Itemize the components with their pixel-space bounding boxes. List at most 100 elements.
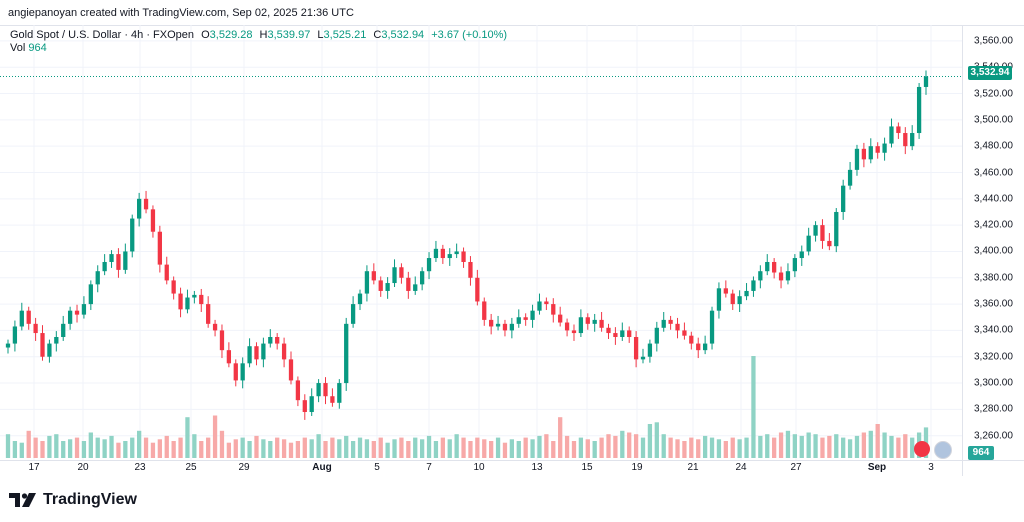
volume-bar — [551, 441, 556, 458]
volume-bar — [344, 435, 349, 458]
volume-bar — [40, 441, 45, 458]
volume-bar — [364, 439, 370, 458]
price-axis-label: 3,400.00 — [974, 245, 1013, 257]
volume-bar — [12, 441, 18, 458]
candle-body — [164, 264, 169, 281]
candle-body — [585, 317, 590, 324]
volume-bar — [178, 437, 183, 458]
candle-body — [599, 319, 604, 328]
candle-body — [399, 267, 404, 278]
volume-bar — [5, 434, 11, 458]
price-axis-label: 3,440.00 — [974, 193, 1013, 205]
candle-body — [150, 209, 156, 232]
candle-body — [620, 330, 625, 337]
economic-event-icon[interactable] — [914, 441, 930, 457]
time-axis-label: 20 — [77, 462, 89, 473]
volume-bar — [447, 439, 452, 458]
candle-body — [81, 304, 87, 315]
price-chart[interactable] — [0, 25, 962, 460]
candle-body — [330, 396, 335, 403]
candle-body — [468, 261, 473, 278]
price-axis-label: 3,520.00 — [974, 88, 1013, 100]
candle-body — [178, 293, 183, 310]
candle-body — [606, 327, 611, 334]
candle-body — [40, 333, 45, 357]
volume-bar — [785, 430, 791, 458]
volume-bar — [426, 435, 432, 458]
time-axis-label: 15 — [581, 462, 593, 473]
logo-text: TradingView — [43, 491, 137, 508]
volume-bar — [19, 442, 24, 458]
candle-body — [413, 284, 418, 291]
volume-bar — [419, 439, 425, 458]
time-axis[interactable]: 17 20 23 25 29 Aug 5 7 10 13 15 19 21 24 27 Sep 3 — [0, 460, 962, 476]
price-axis-label: 3,500.00 — [974, 114, 1013, 126]
high-value: 3,539.97 — [267, 29, 311, 41]
volume-bar — [489, 441, 494, 458]
volume-bar — [696, 439, 701, 458]
candle-body — [206, 304, 211, 324]
volume-bar — [95, 437, 100, 458]
volume-bar — [413, 437, 418, 458]
volume-bar — [385, 442, 390, 458]
candle-body — [716, 288, 722, 311]
candle-body — [923, 76, 929, 87]
change-value: +3.67 (+0.10%) — [431, 29, 508, 41]
time-axis-label: 3 — [928, 462, 934, 473]
candle-body — [889, 126, 894, 144]
volume-bar — [620, 430, 625, 458]
candle-body — [433, 248, 439, 259]
candle-body — [212, 323, 218, 331]
price-axis[interactable]: 3,560.003,540.003,520.003,500.003,480.00… — [962, 25, 1024, 460]
volume-bar — [350, 441, 356, 458]
volume-bar — [827, 435, 832, 458]
candle-body — [778, 272, 784, 281]
candle-body — [654, 327, 659, 344]
volume-bar — [502, 442, 508, 458]
candle-body — [682, 330, 687, 336]
volume-bar — [54, 434, 59, 458]
price-axis-label: 3,460.00 — [974, 167, 1013, 178]
price-axis-label: 3,480.00 — [974, 140, 1013, 152]
volume-bar — [192, 434, 197, 458]
candle-body — [344, 323, 349, 384]
candle-body — [364, 271, 370, 294]
candle-body — [516, 317, 521, 324]
time-axis-label: 24 — [735, 462, 747, 473]
volume-bar — [482, 439, 487, 458]
us-flag-icon[interactable] — [934, 441, 952, 459]
volume-bar — [33, 437, 38, 458]
volume-bar — [495, 437, 501, 458]
volume-bar — [109, 435, 114, 458]
price-axis-label: 3,300.00 — [974, 377, 1013, 389]
candle-body — [247, 346, 252, 364]
volume-bar — [261, 439, 266, 458]
volume-bar — [841, 437, 846, 458]
candlestick-chart[interactable] — [0, 25, 962, 460]
candle-body — [426, 258, 432, 272]
volume-bar — [847, 439, 853, 458]
volume-bar — [102, 439, 107, 458]
candle-body — [903, 133, 908, 147]
candle-body — [33, 323, 38, 334]
candle-body — [765, 261, 770, 272]
candle-body — [116, 254, 121, 270]
candle-body — [26, 310, 31, 324]
volume-bar — [468, 441, 473, 458]
candle-body — [357, 293, 363, 305]
volume-bar — [219, 430, 225, 458]
volume-bar — [668, 437, 673, 458]
symbol-legend: Gold Spot / U.S. Dollar · 4h · FXOpen O3… — [10, 29, 507, 42]
tradingview-logo[interactable]: TradingView — [9, 491, 137, 509]
volume-bar — [882, 432, 887, 458]
candle-body — [640, 356, 646, 360]
candle-body — [495, 323, 501, 327]
time-axis-label: 5 — [374, 462, 380, 473]
candle-body — [192, 294, 197, 298]
volume-bar — [903, 434, 908, 458]
candle-body — [861, 148, 867, 160]
volume-bar — [357, 437, 363, 458]
volume-bar — [247, 441, 252, 458]
volume-bar — [702, 435, 708, 458]
low-label: L — [317, 29, 324, 41]
